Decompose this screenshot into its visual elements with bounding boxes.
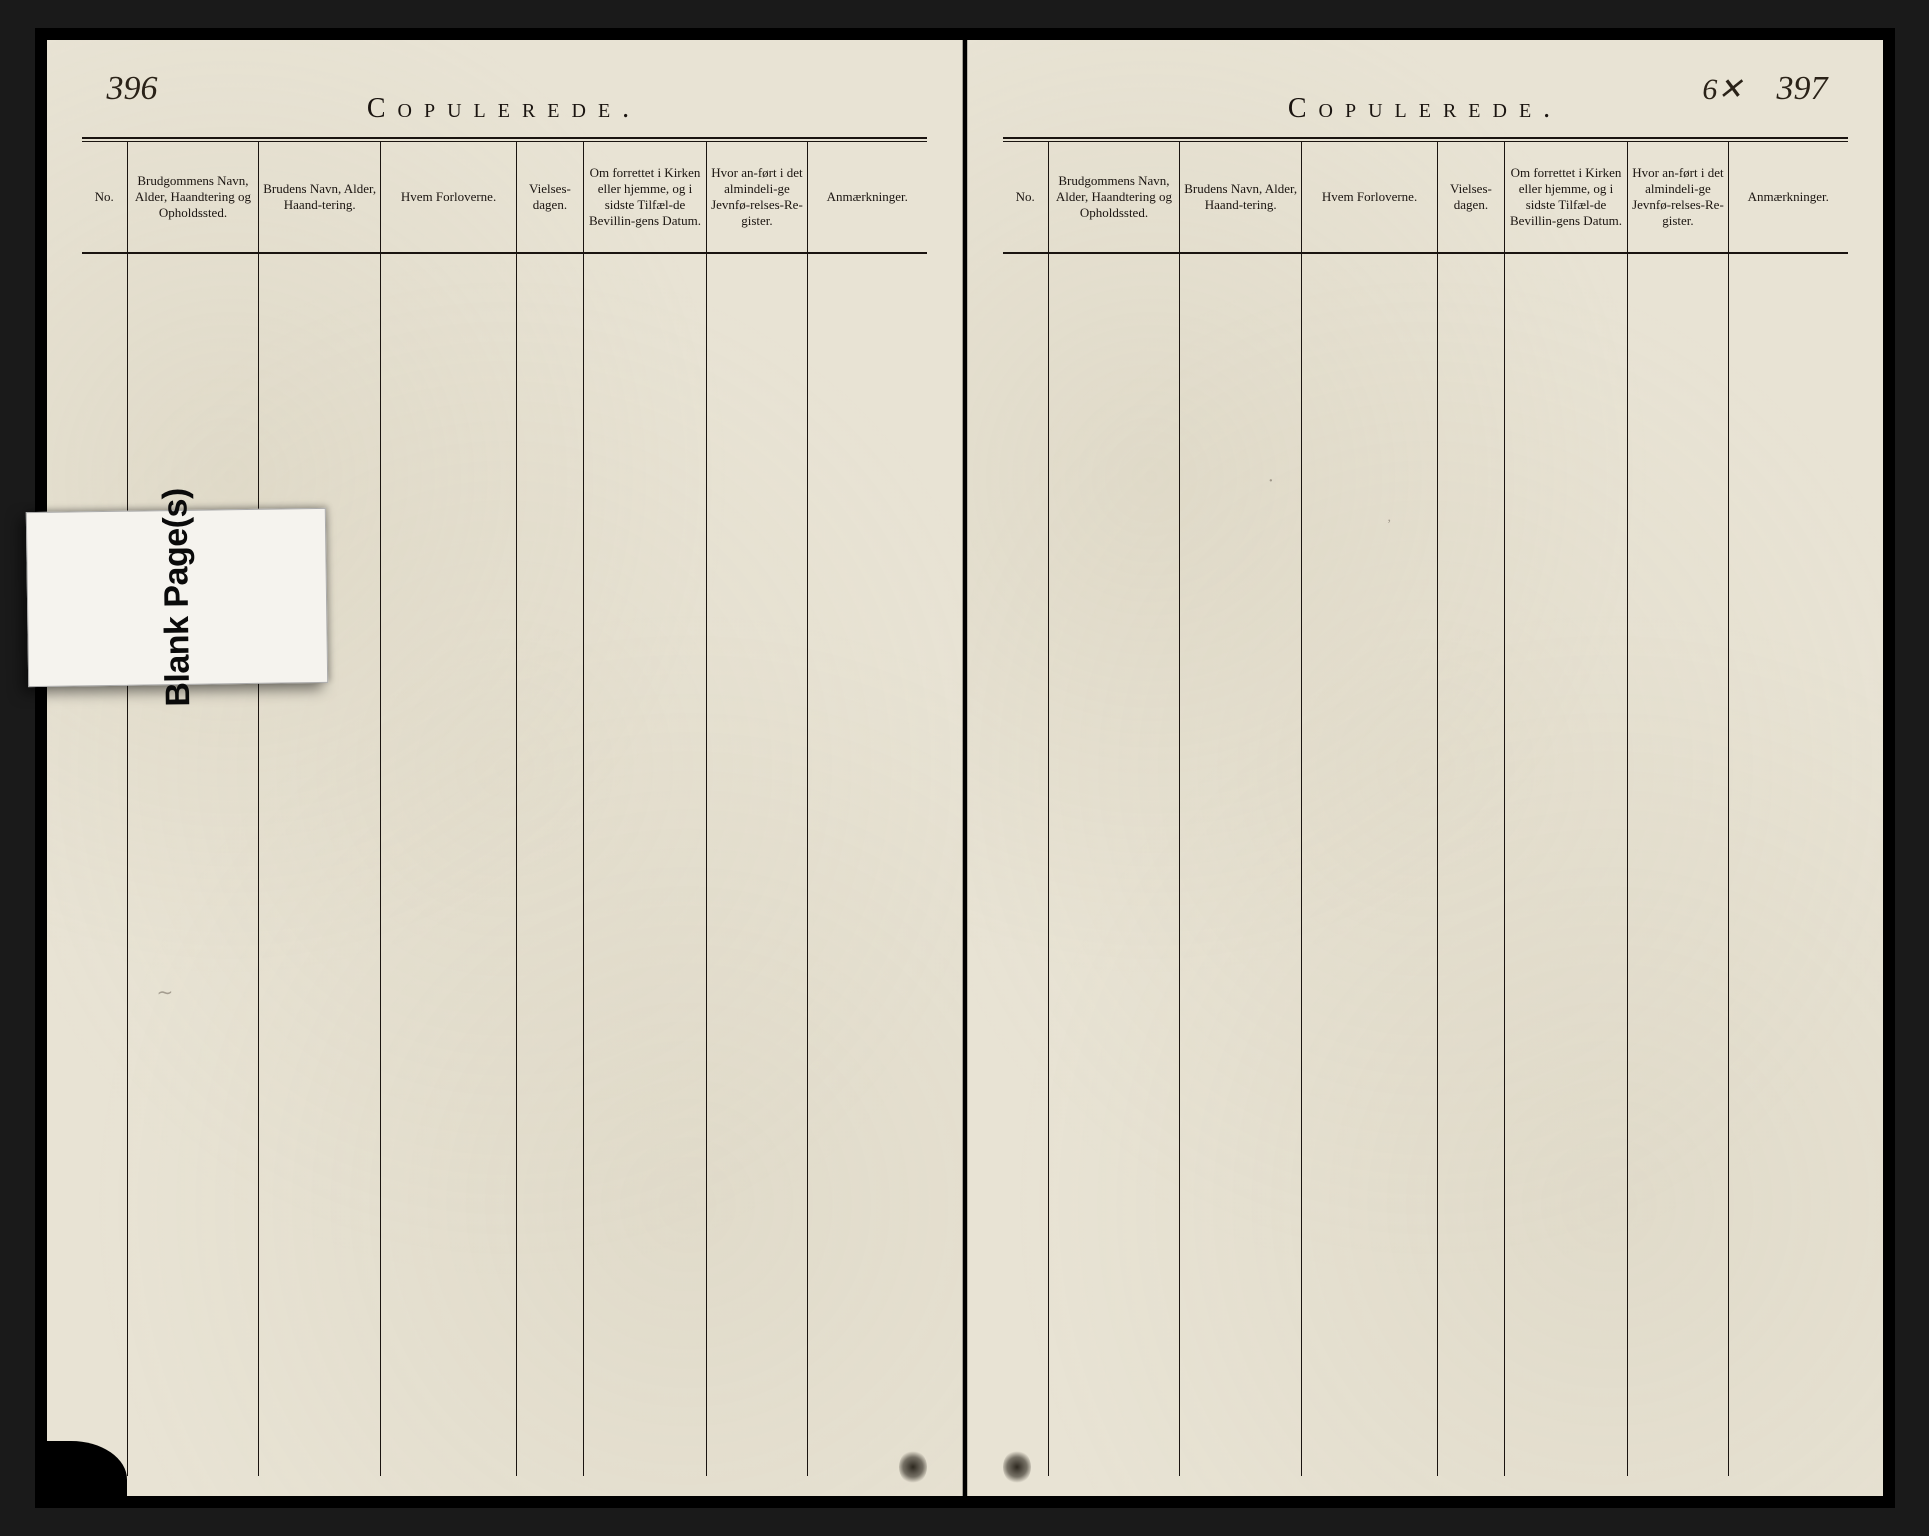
header-row-right: No. Brudgommens Navn, Alder, Haandtering…	[1003, 142, 1848, 254]
body-col	[1302, 254, 1437, 1476]
body-col	[517, 254, 585, 1476]
left-page: 396 Copulerede. No. Brudgommens Navn, Al…	[47, 40, 963, 1496]
body-col	[584, 254, 707, 1476]
col-header-reg: Hvor an-ført i det almindeli-ge Jevnfø-r…	[1628, 142, 1729, 252]
page-extra-mark: 6✕	[1702, 72, 1742, 107]
stray-mark: ·	[1268, 470, 1275, 493]
body-col	[1003, 254, 1049, 1476]
blank-page-label-text: Blank Page(s)	[155, 488, 197, 707]
col-header-groom: Brudgommens Navn, Alder, Haandtering og …	[1049, 142, 1180, 252]
col-header-date: Vielses-dagen.	[1438, 142, 1506, 252]
body-col	[808, 254, 926, 1476]
blank-page-label: Blank Page(s)	[25, 508, 327, 687]
page-title-left: Copulerede.	[72, 93, 937, 125]
rule-top	[82, 137, 927, 139]
header-row-left: No. Brudgommens Navn, Alder, Haandtering…	[82, 142, 927, 254]
col-header-groom: Brudgommens Navn, Alder, Haandtering og …	[128, 142, 259, 252]
ink-smudge	[1003, 1450, 1031, 1484]
col-header-note: Anmærkninger.	[1729, 142, 1847, 252]
page-number-right: 397	[1777, 70, 1828, 108]
col-header-date: Vielses-dagen.	[517, 142, 585, 252]
body-col	[82, 254, 128, 1476]
ink-smudge	[899, 1450, 927, 1484]
body-col	[259, 254, 382, 1476]
col-header-no: No.	[82, 142, 128, 252]
page-number-left: 396	[107, 70, 158, 108]
body-col	[707, 254, 808, 1476]
ledger-book: 396 Copulerede. No. Brudgommens Navn, Al…	[35, 28, 1895, 1508]
col-header-spon: Hvem Forloverne.	[1302, 142, 1437, 252]
right-page: 397 6✕ Copulerede. No. Brudgommens Navn,…	[967, 40, 1883, 1496]
col-header-spon: Hvem Forloverne.	[381, 142, 516, 252]
stray-mark: ,	[1388, 510, 1392, 526]
col-header-bride: Brudens Navn, Alder, Haand-tering.	[259, 142, 382, 252]
body-col	[1729, 254, 1847, 1476]
col-header-kirk: Om forrettet i Kirken eller hjemme, og i…	[584, 142, 707, 252]
body-col	[1438, 254, 1506, 1476]
body-row-left	[82, 254, 927, 1476]
body-col	[1505, 254, 1628, 1476]
body-col	[1628, 254, 1729, 1476]
body-col	[128, 254, 259, 1476]
col-header-note: Anmærkninger.	[808, 142, 926, 252]
col-header-bride: Brudens Navn, Alder, Haand-tering.	[1180, 142, 1303, 252]
rule-top	[1003, 137, 1848, 139]
body-col	[381, 254, 516, 1476]
col-header-kirk: Om forrettet i Kirken eller hjemme, og i…	[1505, 142, 1628, 252]
col-header-no: No.	[1003, 142, 1049, 252]
col-header-reg: Hvor an-ført i det almindeli-ge Jevnfø-r…	[707, 142, 808, 252]
body-row-right	[1003, 254, 1848, 1476]
body-col	[1049, 254, 1180, 1476]
body-col	[1180, 254, 1303, 1476]
stray-mark: ∼	[157, 980, 174, 1005]
